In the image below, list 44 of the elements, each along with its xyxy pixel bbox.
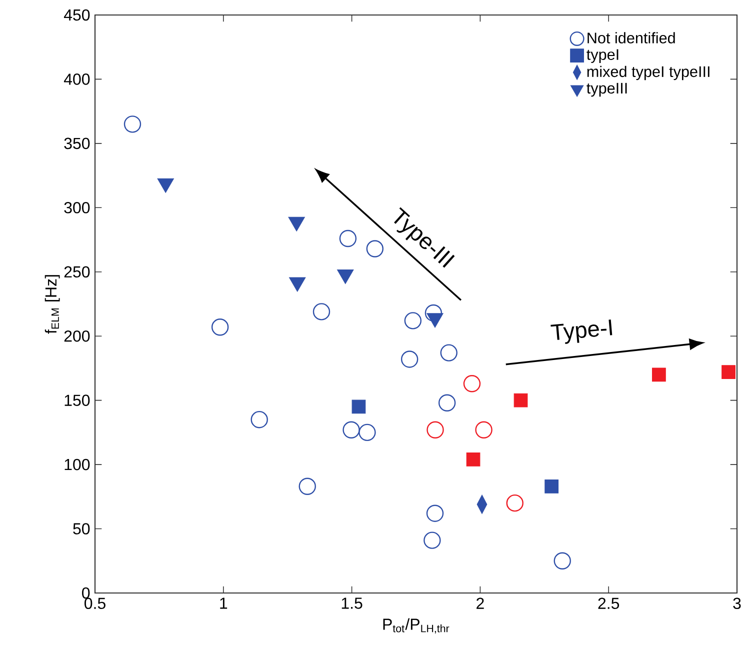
annotation: Type-I: [550, 320, 612, 344]
x-tick-label: 2.5: [598, 598, 620, 610]
legend-label: typeI: [586, 49, 618, 63]
point: [426, 504, 444, 522]
point: [211, 318, 229, 336]
point: [298, 478, 316, 495]
x-tick-label: 1: [220, 598, 228, 609]
y-tick-label: 200: [64, 330, 90, 342]
point: [424, 304, 442, 322]
y-tick-label: 100: [64, 458, 90, 470]
y-tick-label: 50: [73, 523, 90, 534]
y-tick-label: 150: [64, 394, 90, 406]
point: [400, 350, 418, 368]
y-tick-label: 0: [82, 587, 90, 599]
y-tick-label: 300: [64, 202, 90, 214]
point: [366, 240, 384, 258]
legend-label: Not identified: [588, 32, 675, 44]
legend-label: mixed typeI typeIII: [587, 66, 710, 80]
x-tick-label: 1.5: [342, 598, 362, 609]
legend-label: typeIII: [586, 82, 627, 97]
point: [438, 394, 456, 412]
point: [124, 116, 142, 133]
y-tick-label: 400: [64, 74, 90, 85]
point: [652, 368, 666, 382]
x-tick-label: 0.5: [84, 598, 106, 610]
point: [514, 393, 528, 408]
x-tick-label: 3: [733, 598, 741, 610]
point: [312, 303, 330, 320]
y-axis-title: f$_{ELM}$ [Hz]: [44, 275, 60, 334]
point: [440, 344, 458, 362]
x-tick-label: 2: [476, 598, 484, 609]
point: [339, 230, 357, 248]
point: [358, 424, 376, 442]
y-tick-label: 350: [64, 138, 90, 150]
point: [404, 312, 422, 330]
point: [250, 410, 268, 428]
point: [722, 365, 736, 379]
y-tick-label: 450: [64, 9, 90, 21]
x-axis-title: P$_{tot}$/P$_{LH,thr}$: [383, 618, 450, 634]
point: [554, 552, 571, 570]
y-tick-label: 250: [64, 266, 90, 278]
point: [466, 452, 480, 466]
point: [342, 421, 360, 438]
point: [424, 532, 441, 549]
